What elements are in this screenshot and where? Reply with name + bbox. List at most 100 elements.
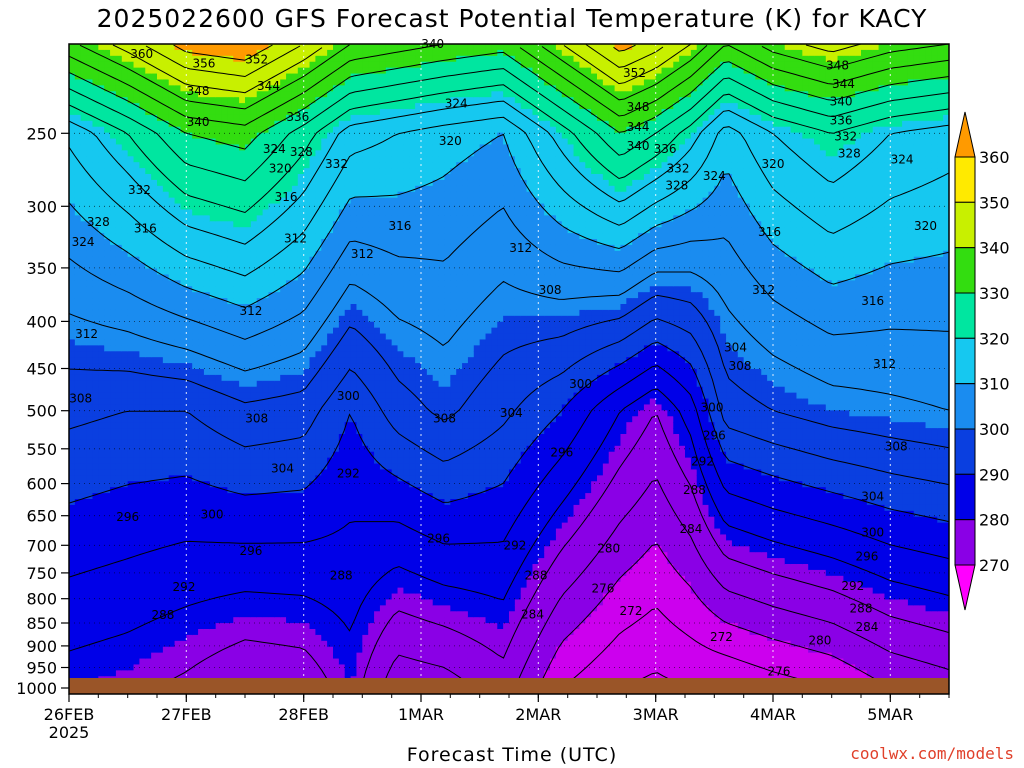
theta-cell xyxy=(139,339,146,346)
theta-cell xyxy=(192,138,199,146)
theta-cell xyxy=(215,345,223,352)
theta-cell xyxy=(286,244,293,252)
theta-cell xyxy=(151,487,158,494)
theta-cell xyxy=(121,85,129,92)
theta-cell xyxy=(215,587,223,595)
theta-cell xyxy=(180,162,187,169)
theta-cell xyxy=(303,114,311,122)
theta-cell xyxy=(203,416,211,423)
theta-cell xyxy=(174,345,182,352)
theta-cell xyxy=(321,55,328,63)
theta-cell xyxy=(321,404,328,411)
theta-cell xyxy=(139,634,146,642)
theta-cell xyxy=(315,185,322,193)
theta-cell xyxy=(151,44,158,51)
theta-cell xyxy=(297,203,305,211)
theta-cell xyxy=(291,422,299,429)
theta-cell xyxy=(162,605,170,612)
theta-cell xyxy=(297,233,305,240)
theta-cell xyxy=(239,404,246,411)
theta-cell xyxy=(86,244,94,252)
theta-cell xyxy=(168,298,176,305)
theta-cell xyxy=(168,97,176,104)
theta-cell xyxy=(280,398,287,406)
theta-cell xyxy=(239,333,246,341)
theta-cell xyxy=(198,174,205,181)
theta-cell xyxy=(256,374,264,382)
theta-cell xyxy=(92,126,99,134)
theta-cell xyxy=(250,309,258,317)
theta-cell xyxy=(80,664,88,671)
theta-cell xyxy=(268,564,275,571)
theta-cell xyxy=(233,575,240,583)
theta-cell xyxy=(104,309,111,317)
theta-cell xyxy=(280,457,287,465)
theta-cell xyxy=(69,73,76,81)
theta-cell xyxy=(80,445,88,453)
theta-cell xyxy=(133,67,140,75)
theta-cell xyxy=(192,215,199,222)
theta-cell xyxy=(268,79,275,86)
theta-cell xyxy=(280,97,287,104)
theta-cell xyxy=(168,209,176,216)
theta-cell xyxy=(250,528,258,536)
theta-cell xyxy=(104,209,111,216)
theta-cell xyxy=(268,528,275,536)
theta-cell xyxy=(198,315,205,323)
theta-cell xyxy=(151,434,158,441)
theta-cell xyxy=(321,174,328,181)
theta-cell xyxy=(227,298,234,305)
theta-cell xyxy=(203,292,211,299)
theta-cell xyxy=(227,351,234,358)
theta-cell xyxy=(186,262,193,270)
theta-cell xyxy=(133,546,140,553)
theta-cell xyxy=(74,351,82,358)
theta-cell xyxy=(121,646,129,654)
theta-cell xyxy=(198,664,205,671)
theta-cell xyxy=(151,439,158,447)
theta-cell xyxy=(327,481,334,488)
theta-cell xyxy=(145,162,152,169)
theta-cell xyxy=(151,493,158,500)
theta-cell xyxy=(145,298,152,305)
theta-cell xyxy=(280,493,287,500)
theta-cell xyxy=(233,369,240,376)
theta-cell xyxy=(256,434,264,441)
theta-cell xyxy=(291,439,299,447)
theta-cell xyxy=(127,73,135,81)
theta-cell xyxy=(127,156,135,163)
theta-cell xyxy=(221,239,228,246)
theta-cell xyxy=(198,168,205,175)
theta-cell xyxy=(203,528,211,536)
theta-cell xyxy=(221,457,228,465)
theta-cell xyxy=(162,309,170,317)
theta-cell xyxy=(157,91,164,98)
theta-cell xyxy=(186,558,193,565)
theta-cell xyxy=(221,392,228,400)
theta-cell xyxy=(291,658,299,666)
theta-cell xyxy=(215,369,223,376)
theta-cell xyxy=(133,522,140,530)
theta-cell xyxy=(139,493,146,500)
theta-cell xyxy=(186,575,193,583)
theta-cell xyxy=(92,587,99,595)
theta-cell xyxy=(74,268,82,276)
theta-cell xyxy=(309,191,316,199)
theta-cell xyxy=(215,109,223,116)
theta-cell xyxy=(262,629,270,636)
theta-cell xyxy=(86,510,94,518)
theta-cell xyxy=(250,138,258,146)
theta-cell xyxy=(80,144,88,151)
theta-cell xyxy=(239,434,246,441)
theta-cell xyxy=(221,617,228,624)
theta-cell xyxy=(280,369,287,376)
theta-cell xyxy=(174,174,182,181)
theta-cell xyxy=(162,61,170,69)
theta-cell xyxy=(203,126,211,134)
theta-cell xyxy=(321,239,328,246)
theta-cell xyxy=(186,392,193,400)
theta-cell xyxy=(256,227,264,234)
theta-cell xyxy=(250,457,258,465)
theta-cell xyxy=(209,191,217,199)
theta-cell xyxy=(203,392,211,400)
